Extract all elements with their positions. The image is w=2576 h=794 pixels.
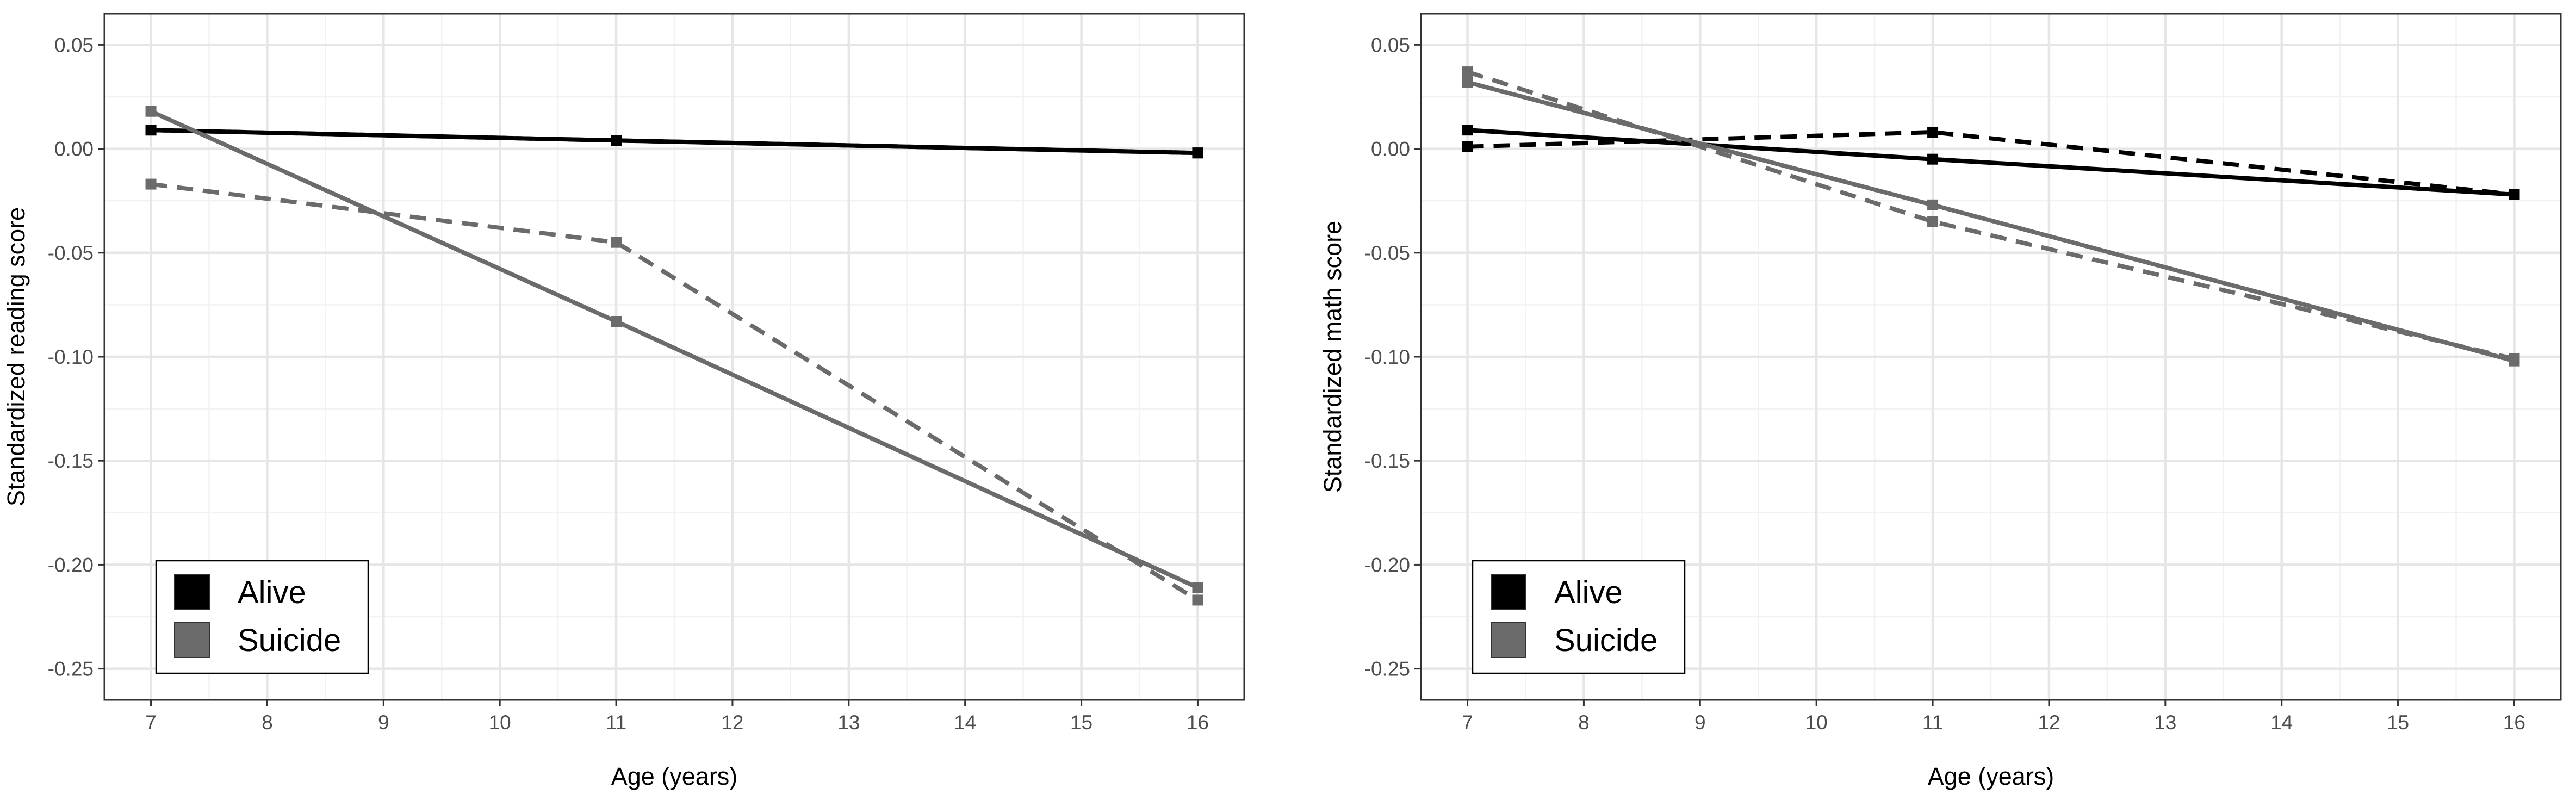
legend: Alive Suicide — [1472, 560, 1686, 674]
x-tick-label: 8 — [262, 711, 273, 734]
y-tick-label: -0.10 — [1364, 346, 1410, 368]
data-point-marker — [1192, 582, 1203, 593]
series-suicide-solid — [145, 106, 1203, 593]
data-point-marker — [611, 237, 622, 248]
y-tick-label: -0.25 — [48, 658, 94, 680]
x-tick-label: 14 — [954, 711, 976, 734]
y-tick-label: -0.05 — [48, 242, 94, 264]
series-line — [1467, 70, 2515, 361]
data-point-marker — [1462, 141, 1473, 152]
x-tick-label: 16 — [2503, 711, 2525, 734]
y-tick-label: 0.00 — [54, 138, 94, 160]
data-point-marker — [611, 135, 622, 146]
x-tick-label: 13 — [837, 711, 860, 734]
legend-swatch-suicide — [174, 622, 210, 658]
data-point-marker — [1927, 216, 1939, 227]
x-tick-label: 14 — [2270, 711, 2293, 734]
y-tick-label: -0.20 — [1364, 554, 1410, 576]
series-alive-dashed — [1462, 126, 2520, 200]
x-tick-label: 12 — [2038, 711, 2060, 734]
y-tick-label: 0.05 — [54, 34, 94, 56]
legend-label-alive: Alive — [238, 575, 306, 610]
data-point-marker — [145, 178, 157, 190]
data-point-marker — [2509, 353, 2520, 364]
chart-panel-1: 0.05 0.00 -0.05 -0.10 -0.15 -0.20 -0.25 7 8 9 10 11… — [2, 13, 1245, 790]
series-suicide-dashed — [1462, 66, 2520, 364]
data-point-marker — [1462, 125, 1473, 136]
y-tick-label: -0.25 — [1364, 658, 1410, 680]
series-alive-dashed — [145, 125, 1203, 159]
x-tick-label: 10 — [1805, 711, 1828, 734]
series-suicide-dashed — [145, 178, 1203, 606]
x-tick-label: 15 — [2387, 711, 2409, 734]
y-tick-label: -0.15 — [1364, 450, 1410, 472]
x-tick-label: 13 — [2154, 711, 2176, 734]
legend-label-suicide: Suicide — [238, 623, 341, 658]
x-tick-label: 7 — [1462, 711, 1473, 734]
x-tick-label: 7 — [145, 711, 157, 734]
x-tick-label: 11 — [606, 711, 626, 734]
legend: Alive Suicide — [155, 560, 369, 674]
legend-swatch-alive — [1491, 574, 1526, 610]
y-axis-title: Standardized math score — [1319, 221, 1346, 493]
x-tick-label: 9 — [1694, 711, 1706, 734]
y-axis-title: Standardized reading score — [2, 207, 30, 506]
legend-label-alive: Alive — [1554, 575, 1623, 610]
data-point-marker — [1927, 153, 1939, 165]
data-point-marker — [1927, 199, 1939, 210]
data-point-marker — [145, 125, 157, 136]
data-point-marker — [2509, 189, 2520, 200]
x-tick-label: 16 — [1187, 711, 1209, 734]
data-point-marker — [1192, 594, 1203, 606]
x-tick-label: 11 — [1922, 711, 1943, 734]
data-point-marker — [1462, 77, 1473, 88]
y-tick-label: -0.15 — [48, 450, 94, 472]
legend-swatch-alive — [174, 574, 210, 610]
data-point-marker — [1462, 66, 1473, 78]
legend-swatch-suicide — [1491, 622, 1526, 658]
chart-panel-2: 0.05 0.00 -0.05 -0.10 -0.15 -0.20 -0.25 7 8 9 10 11… — [1319, 13, 2562, 790]
y-tick-label: -0.20 — [48, 554, 94, 576]
series-line — [151, 182, 1199, 602]
y-tick-label: 0.05 — [1371, 34, 1410, 56]
data-point-marker — [611, 315, 622, 327]
legend-label-suicide: Suicide — [1554, 623, 1658, 658]
data-point-marker — [1927, 126, 1939, 138]
x-tick-label: 12 — [721, 711, 743, 734]
y-tick-label: -0.10 — [48, 346, 94, 368]
y-tick-label: 0.00 — [1371, 138, 1410, 160]
x-tick-label: 10 — [489, 711, 511, 734]
x-axis-title: Age (years) — [1928, 762, 2054, 790]
x-tick-label: 9 — [378, 711, 389, 734]
data-point-marker — [1192, 147, 1203, 159]
y-tick-label: -0.05 — [1364, 242, 1410, 264]
x-axis-title: Age (years) — [611, 762, 738, 790]
x-tick-label: 15 — [1070, 711, 1093, 734]
x-tick-label: 8 — [1578, 711, 1590, 734]
data-point-marker — [145, 106, 157, 117]
